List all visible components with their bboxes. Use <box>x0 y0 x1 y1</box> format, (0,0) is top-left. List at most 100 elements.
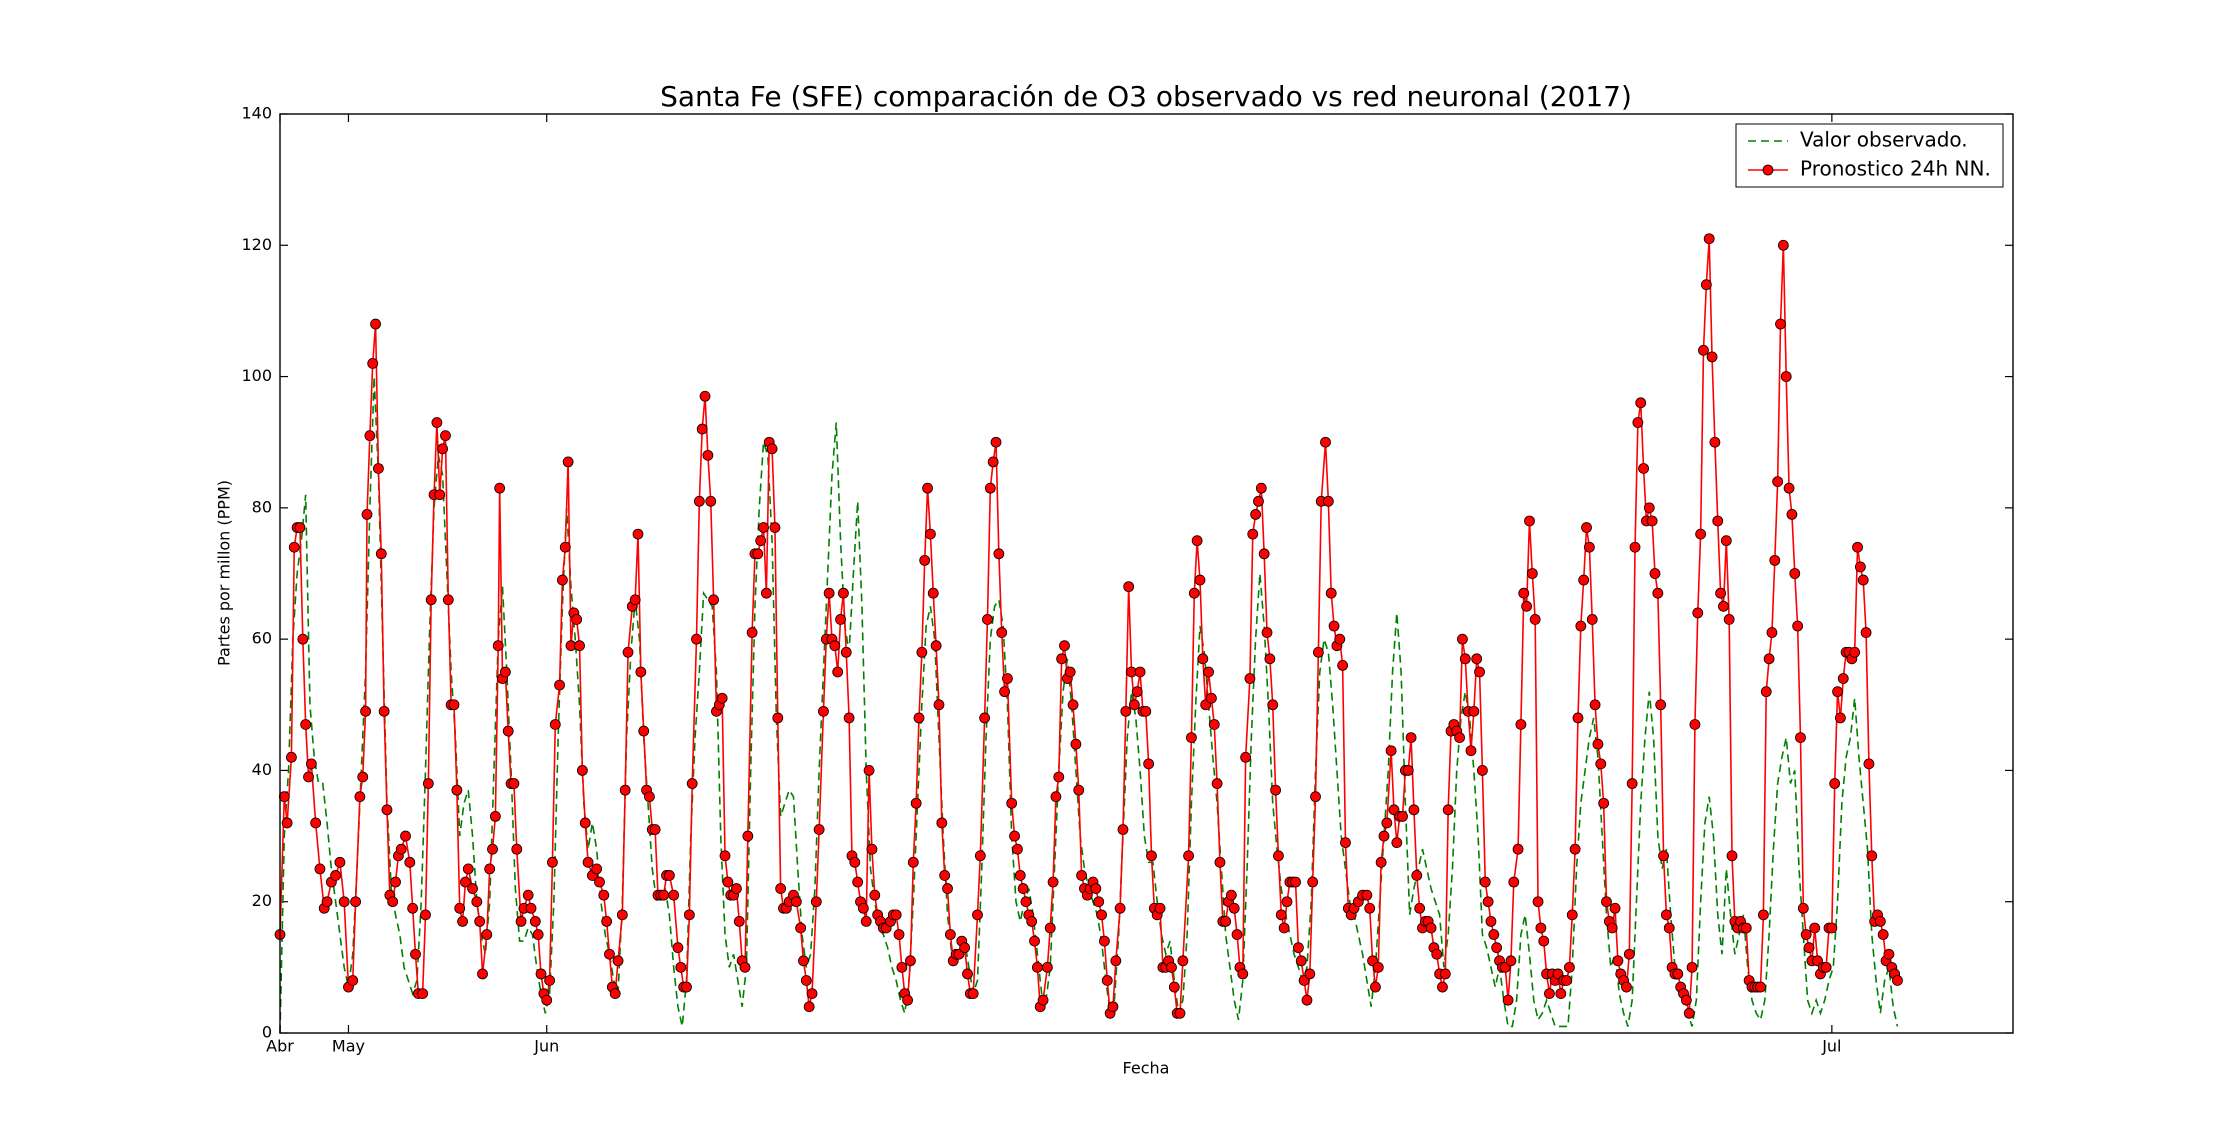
data-point <box>1037 994 1049 1006</box>
data-point <box>1835 712 1846 724</box>
data-point <box>849 856 861 868</box>
data-point <box>1544 988 1555 1000</box>
data-point <box>927 587 939 599</box>
data-point <box>1402 765 1414 776</box>
data-point <box>1194 574 1206 586</box>
data-point <box>1099 935 1110 947</box>
data-point <box>420 909 431 921</box>
data-point <box>404 856 416 868</box>
data-point <box>474 916 486 927</box>
data-point <box>612 955 624 967</box>
data-point <box>866 843 878 855</box>
data-point <box>1405 732 1417 744</box>
data-point <box>803 1001 815 1013</box>
data-point <box>974 850 986 862</box>
data-point <box>594 876 605 888</box>
data-point <box>1340 837 1351 849</box>
data-point <box>1370 981 1381 993</box>
data-point <box>1307 876 1319 888</box>
data-point <box>746 627 758 638</box>
data-point <box>1575 620 1587 632</box>
data-point <box>705 495 717 507</box>
data-point <box>1214 856 1226 868</box>
data-point <box>484 863 496 875</box>
data-point <box>658 889 670 901</box>
data-point <box>766 443 778 455</box>
data-point <box>755 535 767 547</box>
data-point <box>448 699 460 711</box>
data-point <box>1555 988 1567 1000</box>
data-point <box>532 929 544 940</box>
data-point <box>297 633 309 645</box>
data-point <box>1067 699 1079 711</box>
data-point <box>278 791 290 803</box>
data-point <box>1031 961 1043 973</box>
data-point <box>702 449 714 461</box>
data-point <box>813 824 825 835</box>
data-point <box>1295 955 1307 967</box>
y-tick-label: 120 <box>241 235 272 254</box>
data-point <box>434 489 446 501</box>
data-point <box>1231 929 1243 940</box>
data-point <box>1064 666 1076 678</box>
data-point <box>1482 896 1494 908</box>
data-point <box>893 929 905 940</box>
legend-marker <box>1762 164 1774 176</box>
data-point <box>338 896 350 908</box>
data-point <box>1532 896 1544 908</box>
data-point <box>373 463 384 474</box>
data-point <box>1328 620 1340 632</box>
data-point <box>1512 843 1524 855</box>
data-point <box>760 587 772 599</box>
data-point <box>1755 981 1766 993</box>
data-point <box>683 909 695 921</box>
data-point <box>691 633 702 645</box>
data-point <box>1168 981 1180 993</box>
data-point <box>1211 778 1223 789</box>
data-point <box>693 495 705 507</box>
data-point <box>993 548 1005 560</box>
data-point <box>1255 482 1267 494</box>
data-point <box>942 883 953 894</box>
data-point <box>1107 1001 1119 1013</box>
data-point <box>1334 633 1346 645</box>
data-point <box>1663 922 1675 934</box>
data-point <box>571 614 583 625</box>
data-point <box>487 843 498 855</box>
data-point <box>1120 705 1132 717</box>
data-point <box>1583 541 1595 553</box>
data-point <box>1606 922 1618 934</box>
data-point <box>544 975 555 986</box>
data-point <box>1009 830 1020 842</box>
data-point <box>832 666 844 678</box>
data-point <box>1524 515 1535 527</box>
data-point <box>668 889 680 901</box>
data-point <box>810 896 822 908</box>
y-axis-label: Partes por millon (PPM) <box>215 480 234 666</box>
data-point <box>1826 922 1838 934</box>
data-point <box>1635 397 1647 409</box>
data-point <box>1626 778 1638 789</box>
x-tick-label: Jul <box>1821 1037 1841 1056</box>
data-point <box>1566 909 1578 921</box>
data-point <box>288 541 300 553</box>
data-point <box>1197 653 1209 665</box>
data-point <box>1154 902 1166 914</box>
x-tick-label: Jun <box>533 1037 559 1056</box>
data-point <box>549 719 561 730</box>
y-tick-label: 60 <box>252 629 272 648</box>
data-point <box>417 988 429 1000</box>
data-point <box>1863 758 1875 770</box>
data-point <box>1561 975 1572 986</box>
data-point <box>1892 975 1903 986</box>
data-point <box>481 929 493 940</box>
data-point <box>440 430 451 442</box>
y-tick-label: 80 <box>252 497 272 516</box>
data-point <box>1247 528 1259 540</box>
data-point <box>310 817 322 829</box>
data-point <box>1612 955 1624 967</box>
data-point <box>1093 896 1105 908</box>
data-point <box>1174 1007 1186 1019</box>
data-point <box>1578 574 1590 586</box>
data-point <box>681 981 692 993</box>
